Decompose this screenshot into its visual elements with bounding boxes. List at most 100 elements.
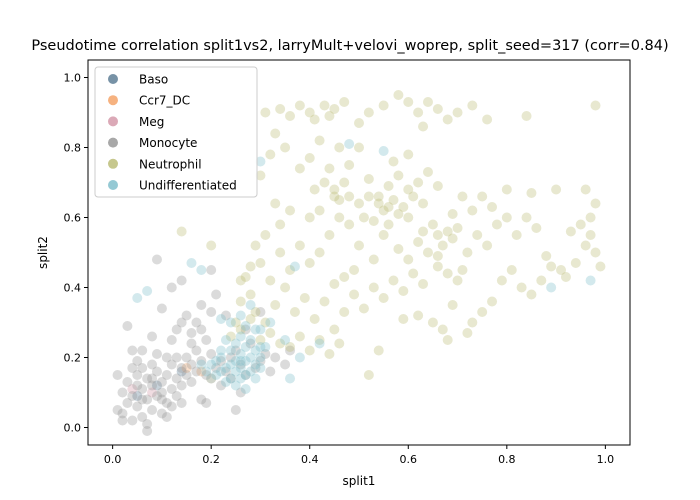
- data-point: [112, 370, 123, 380]
- data-point: [344, 219, 355, 230]
- data-point: [260, 107, 271, 118]
- data-point: [176, 317, 187, 328]
- x-tick-label: 0.0: [104, 453, 122, 466]
- data-point: [230, 366, 241, 377]
- data-point: [176, 366, 187, 377]
- data-point: [216, 314, 227, 324]
- legend-box: [94, 66, 258, 198]
- data-point: [373, 345, 384, 356]
- legend-marker: [108, 74, 118, 84]
- data-point: [240, 370, 251, 380]
- data-point: [334, 142, 345, 153]
- data-point: [388, 195, 399, 205]
- data-point: [590, 100, 601, 111]
- data-point: [112, 405, 123, 415]
- data-point: [403, 97, 414, 107]
- data-point: [142, 426, 153, 436]
- data-point: [142, 419, 153, 429]
- data-point: [506, 265, 517, 275]
- data-point: [294, 352, 305, 363]
- data-point: [220, 366, 231, 377]
- data-point: [418, 226, 429, 237]
- data-point: [235, 310, 246, 321]
- data-point: [452, 223, 463, 233]
- data-point: [216, 380, 227, 391]
- data-point: [166, 401, 177, 412]
- data-point: [156, 377, 167, 387]
- data-point: [467, 205, 478, 216]
- data-point: [285, 373, 296, 384]
- data-point: [127, 384, 138, 394]
- data-point: [142, 394, 153, 405]
- data-point: [324, 111, 335, 121]
- data-point: [265, 366, 276, 377]
- legend: Baso Ccr7_DC Meg Monocyte Neutrophil Undiffer…: [94, 66, 258, 198]
- data-point: [363, 370, 374, 380]
- data-point: [462, 247, 473, 258]
- data-point: [186, 359, 197, 370]
- data-point: [319, 177, 330, 188]
- data-point: [191, 345, 202, 356]
- data-point: [585, 230, 596, 240]
- data-point: [427, 219, 438, 230]
- data-point: [260, 317, 271, 328]
- data-point: [383, 202, 394, 212]
- data-point: [245, 352, 256, 363]
- data-point: [245, 366, 256, 377]
- data-point: [373, 198, 384, 209]
- data-point: [235, 349, 246, 359]
- data-point: [378, 205, 389, 216]
- x-tick-label: 1.0: [597, 453, 615, 466]
- data-point: [442, 335, 453, 345]
- data-point: [166, 384, 177, 394]
- data-point: [201, 398, 212, 408]
- data-point: [491, 219, 502, 230]
- x-axis-label: split1: [343, 474, 376, 488]
- data-point: [339, 97, 350, 107]
- data-point: [363, 191, 374, 202]
- data-point: [294, 331, 305, 342]
- data-point: [363, 107, 374, 118]
- legend-label: Baso: [139, 73, 168, 87]
- legend-marker: [108, 158, 118, 169]
- plot-frame: [87, 59, 631, 446]
- data-point: [393, 170, 404, 181]
- data-point: [245, 338, 256, 349]
- data-point: [151, 254, 162, 265]
- data-point: [403, 254, 414, 265]
- data-point: [413, 237, 424, 247]
- data-point: [432, 251, 443, 261]
- points-layer: [112, 90, 606, 436]
- data-point: [354, 142, 364, 153]
- data-point: [250, 345, 261, 356]
- data-point: [437, 324, 448, 335]
- data-point: [181, 352, 192, 363]
- data-point: [339, 307, 350, 317]
- data-point: [151, 380, 162, 391]
- data-point: [196, 359, 207, 370]
- data-point: [260, 230, 271, 240]
- data-point: [329, 279, 340, 289]
- x-tick-label: 0.8: [498, 453, 516, 466]
- data-point: [324, 230, 335, 240]
- data-point: [260, 349, 271, 359]
- data-point: [368, 216, 379, 226]
- data-point: [250, 373, 261, 384]
- data-point: [304, 212, 315, 223]
- data-point: [373, 191, 384, 202]
- data-point: [211, 363, 222, 373]
- data-point: [378, 146, 389, 156]
- data-point: [255, 258, 266, 268]
- data-point: [319, 100, 330, 111]
- data-point: [418, 279, 429, 289]
- data-point: [354, 198, 364, 209]
- data-point: [275, 247, 286, 258]
- data-point: [132, 293, 143, 303]
- data-point: [186, 258, 197, 268]
- data-point: [171, 352, 182, 363]
- data-point: [230, 317, 241, 328]
- data-point: [432, 261, 443, 272]
- data-point: [122, 377, 133, 387]
- legend-marker: [108, 95, 118, 106]
- data-point: [235, 296, 246, 307]
